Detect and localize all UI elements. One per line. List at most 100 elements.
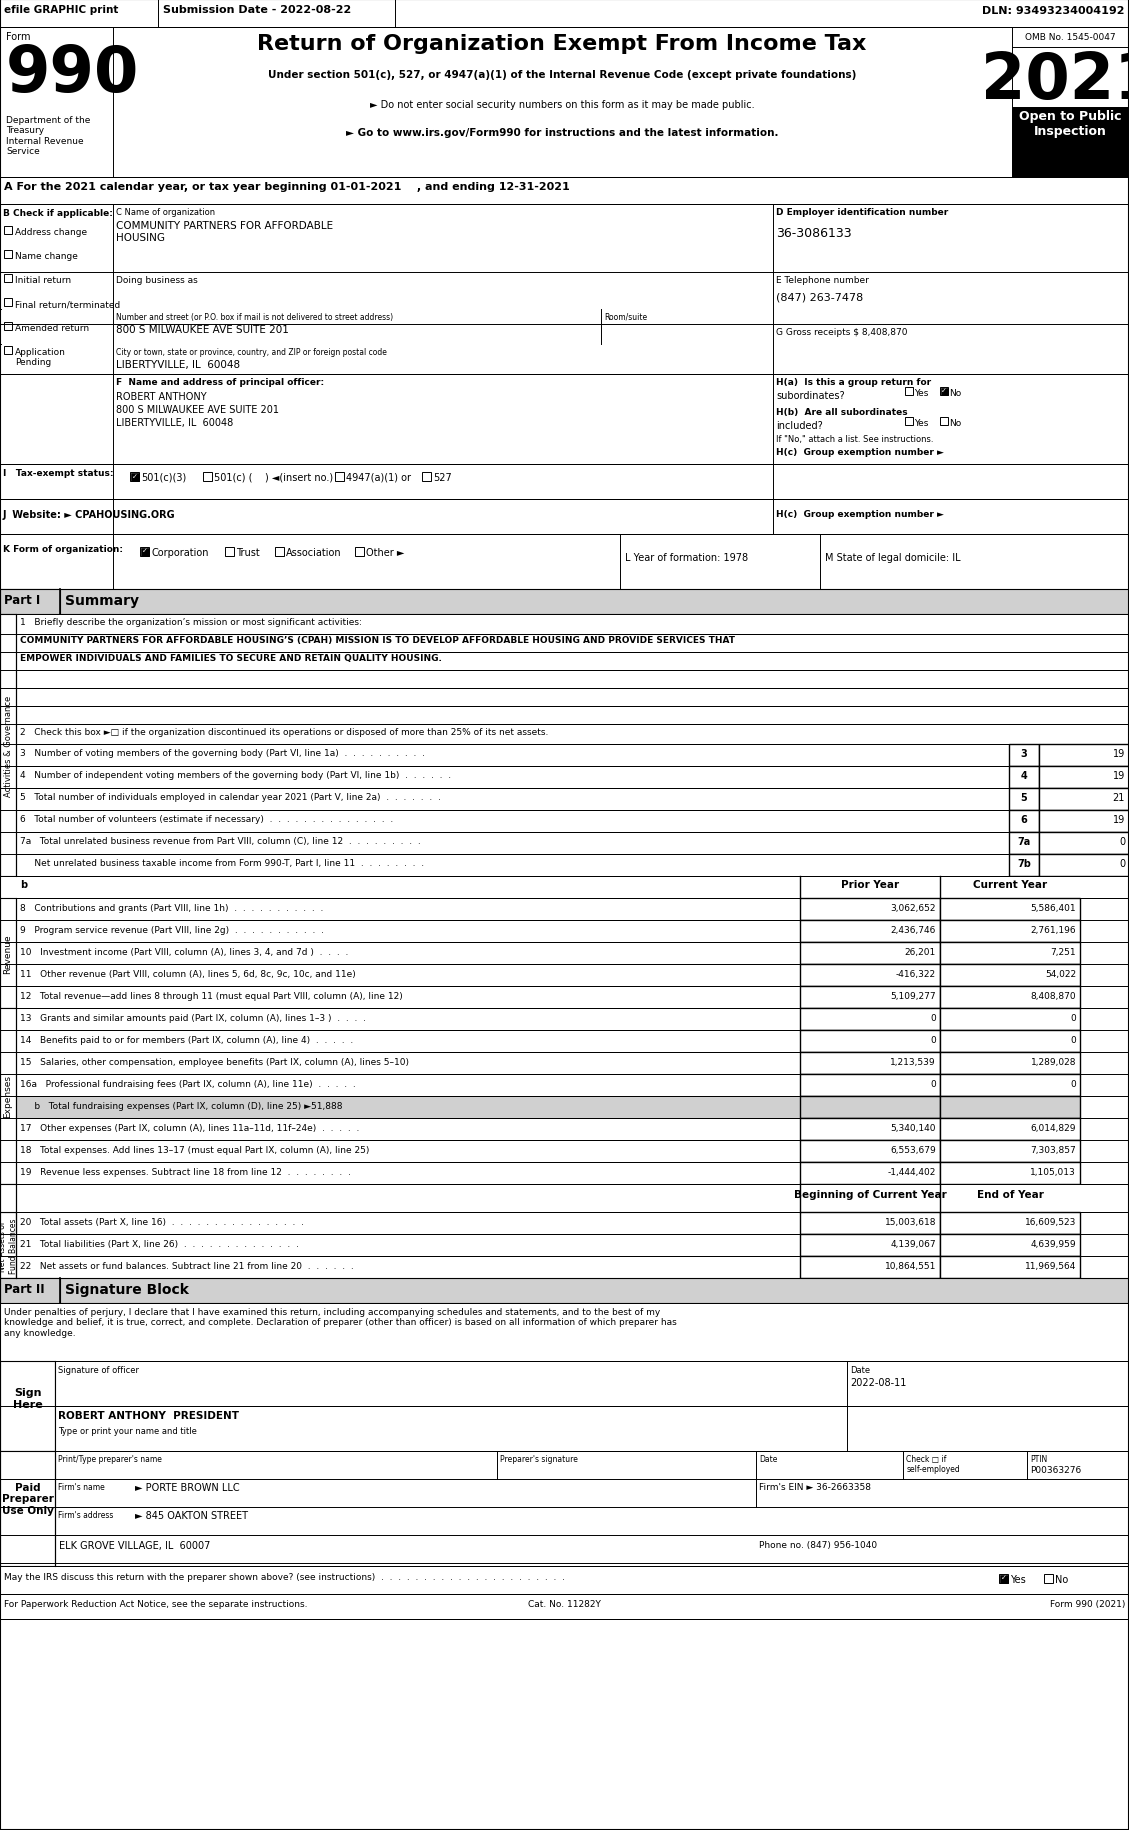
Text: 7b: 7b bbox=[1017, 858, 1031, 869]
Text: 0: 0 bbox=[930, 1014, 936, 1023]
Text: Phone no. (847) 956-1040: Phone no. (847) 956-1040 bbox=[760, 1541, 877, 1550]
Text: C Name of organization: C Name of organization bbox=[116, 209, 216, 218]
Text: 1,105,013: 1,105,013 bbox=[1031, 1168, 1076, 1177]
Bar bbox=[0, 1451, 1129, 1566]
Bar bbox=[0, 1362, 1129, 1451]
Bar bbox=[5, 227, 12, 234]
Bar bbox=[16, 1118, 800, 1140]
Text: COMMUNITY PARTNERS FOR AFFORDABLE HOUSING’S (CPAH) MISSION IS TO DEVELOP AFFORDA: COMMUNITY PARTNERS FOR AFFORDABLE HOUSIN… bbox=[20, 635, 735, 644]
Bar bbox=[16, 942, 800, 964]
Text: L Year of formation: 1978: L Year of formation: 1978 bbox=[625, 553, 749, 562]
Text: 0: 0 bbox=[930, 1080, 936, 1089]
Bar bbox=[0, 589, 1129, 615]
Text: -416,322: -416,322 bbox=[896, 970, 936, 979]
Text: Initial return: Initial return bbox=[15, 276, 71, 285]
Text: 5   Total number of individuals employed in calendar year 2021 (Part V, line 2a): 5 Total number of individuals employed i… bbox=[20, 792, 441, 802]
Text: 7a: 7a bbox=[1017, 836, 1031, 847]
Text: 6   Total number of volunteers (estimate if necessary)  .  .  .  .  .  .  .  .  : 6 Total number of volunteers (estimate i… bbox=[20, 814, 393, 824]
Bar bbox=[140, 549, 149, 556]
Text: Department of the
Treasury
Internal Revenue
Service: Department of the Treasury Internal Reve… bbox=[6, 115, 90, 156]
Text: Open to Public
Inspection: Open to Public Inspection bbox=[1018, 110, 1121, 137]
Bar bbox=[335, 472, 344, 481]
Text: included?: included? bbox=[776, 421, 823, 430]
Bar bbox=[940, 1118, 1080, 1140]
Bar bbox=[16, 1096, 800, 1118]
Bar bbox=[130, 472, 139, 481]
Bar bbox=[0, 1566, 1129, 1594]
Text: 7,303,857: 7,303,857 bbox=[1031, 1146, 1076, 1155]
Bar bbox=[0, 465, 1129, 500]
Bar bbox=[16, 1074, 800, 1096]
Bar bbox=[0, 500, 1129, 534]
Bar bbox=[1009, 855, 1039, 877]
Bar bbox=[16, 615, 1129, 635]
Text: Activities & Governance: Activities & Governance bbox=[3, 695, 12, 796]
Text: 8,408,870: 8,408,870 bbox=[1031, 992, 1076, 1001]
Text: 2021: 2021 bbox=[981, 49, 1129, 112]
Text: b: b bbox=[20, 880, 27, 889]
Text: 0: 0 bbox=[1070, 1036, 1076, 1045]
Bar bbox=[1012, 108, 1129, 178]
Text: 15   Salaries, other compensation, employee benefits (Part IX, column (A), lines: 15 Salaries, other compensation, employe… bbox=[20, 1058, 409, 1067]
Bar bbox=[940, 1096, 1080, 1118]
Text: Date: Date bbox=[850, 1365, 869, 1374]
Text: 0: 0 bbox=[1119, 836, 1124, 847]
Text: 5,586,401: 5,586,401 bbox=[1031, 904, 1076, 913]
Bar bbox=[16, 1008, 800, 1030]
Bar bbox=[800, 964, 940, 986]
Bar bbox=[0, 0, 1129, 27]
Bar bbox=[1009, 767, 1039, 789]
Bar bbox=[940, 1030, 1080, 1052]
Text: H(c)  Group exemption number ►: H(c) Group exemption number ► bbox=[776, 511, 944, 518]
Text: 19: 19 bbox=[1113, 770, 1124, 781]
Text: 12   Total revenue—add lines 8 through 11 (must equal Part VIII, column (A), lin: 12 Total revenue—add lines 8 through 11 … bbox=[20, 992, 403, 1001]
Text: May the IRS discuss this return with the preparer shown above? (see instructions: May the IRS discuss this return with the… bbox=[5, 1572, 564, 1581]
Bar bbox=[800, 1257, 940, 1279]
Bar bbox=[0, 1279, 1129, 1303]
Text: 3: 3 bbox=[1021, 748, 1027, 759]
Bar bbox=[0, 877, 1129, 899]
Text: 4,139,067: 4,139,067 bbox=[891, 1239, 936, 1248]
Text: ► Go to www.irs.gov/Form990 for instructions and the latest information.: ► Go to www.irs.gov/Form990 for instruct… bbox=[345, 128, 778, 137]
Bar bbox=[800, 986, 940, 1008]
Text: If "No," attach a list. See instructions.: If "No," attach a list. See instructions… bbox=[776, 436, 934, 443]
Text: 990: 990 bbox=[6, 42, 139, 104]
Text: 5,340,140: 5,340,140 bbox=[891, 1124, 936, 1133]
Text: EMPOWER INDIVIDUALS AND FAMILIES TO SECURE AND RETAIN QUALITY HOUSING.: EMPOWER INDIVIDUALS AND FAMILIES TO SECU… bbox=[20, 653, 441, 662]
Bar bbox=[800, 1162, 940, 1184]
Bar bbox=[5, 322, 12, 331]
Bar bbox=[940, 388, 947, 395]
Text: 501(c)(3): 501(c)(3) bbox=[141, 472, 186, 483]
Text: Final return/terminated: Final return/terminated bbox=[15, 300, 121, 309]
Bar bbox=[16, 899, 800, 920]
Bar bbox=[0, 375, 1129, 465]
Text: Print/Type preparer's name: Print/Type preparer's name bbox=[58, 1455, 161, 1464]
Bar bbox=[16, 635, 1129, 653]
Bar bbox=[0, 534, 1129, 589]
Bar bbox=[0, 899, 16, 1008]
Bar bbox=[940, 1008, 1080, 1030]
Text: efile GRAPHIC print: efile GRAPHIC print bbox=[5, 5, 119, 15]
Text: 21   Total liabilities (Part X, line 26)  .  .  .  .  .  .  .  .  .  .  .  .  . : 21 Total liabilities (Part X, line 26) .… bbox=[20, 1239, 299, 1248]
Text: Form: Form bbox=[6, 31, 30, 42]
Text: Room/suite: Room/suite bbox=[604, 313, 647, 322]
Text: 19   Revenue less expenses. Subtract line 18 from line 12  .  .  .  .  .  .  .  : 19 Revenue less expenses. Subtract line … bbox=[20, 1168, 351, 1177]
Bar bbox=[800, 1074, 940, 1096]
Text: Yes: Yes bbox=[914, 419, 928, 428]
Text: 0: 0 bbox=[1070, 1080, 1076, 1089]
Text: G Gross receipts $ 8,408,870: G Gross receipts $ 8,408,870 bbox=[776, 328, 908, 337]
Text: (847) 263-7478: (847) 263-7478 bbox=[776, 291, 864, 302]
Bar bbox=[1009, 833, 1039, 855]
Text: Address change: Address change bbox=[15, 229, 87, 236]
Text: City or town, state or province, country, and ZIP or foreign postal code: City or town, state or province, country… bbox=[116, 348, 387, 357]
Text: Firm's EIN ► 36-2663358: Firm's EIN ► 36-2663358 bbox=[760, 1482, 872, 1491]
Text: Revenue: Revenue bbox=[3, 933, 12, 974]
Bar bbox=[16, 688, 1129, 706]
Text: b   Total fundraising expenses (Part IX, column (D), line 25) ►51,888: b Total fundraising expenses (Part IX, c… bbox=[20, 1102, 342, 1111]
Text: Trust: Trust bbox=[236, 547, 260, 558]
Text: End of Year: End of Year bbox=[977, 1190, 1043, 1199]
Bar bbox=[16, 706, 1129, 725]
Bar bbox=[905, 417, 913, 426]
Bar bbox=[16, 745, 1009, 767]
Text: 11   Other revenue (Part VIII, column (A), lines 5, 6d, 8c, 9c, 10c, and 11e): 11 Other revenue (Part VIII, column (A),… bbox=[20, 970, 356, 979]
